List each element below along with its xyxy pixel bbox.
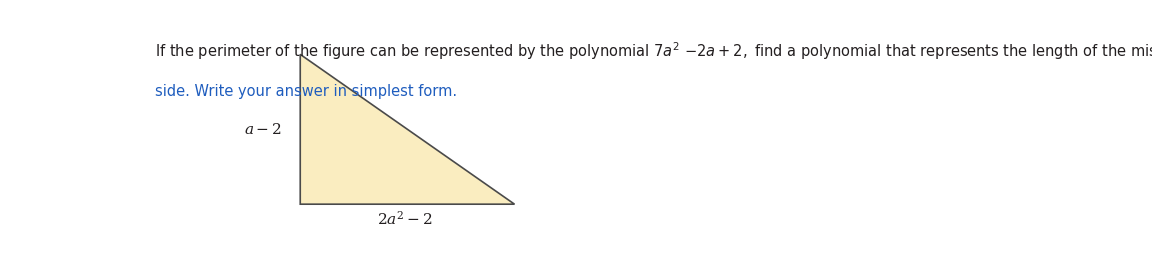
Text: $2a^2 - 2$: $2a^2 - 2$ [377,210,432,228]
Text: side. Write your answer in simplest form.: side. Write your answer in simplest form… [154,84,457,99]
Text: $a - 2$: $a - 2$ [244,122,282,137]
Polygon shape [301,54,515,204]
Text: If the perimeter of the figure can be represented by the polynomial $7a^{2}$ $-2: If the perimeter of the figure can be re… [154,41,1152,62]
